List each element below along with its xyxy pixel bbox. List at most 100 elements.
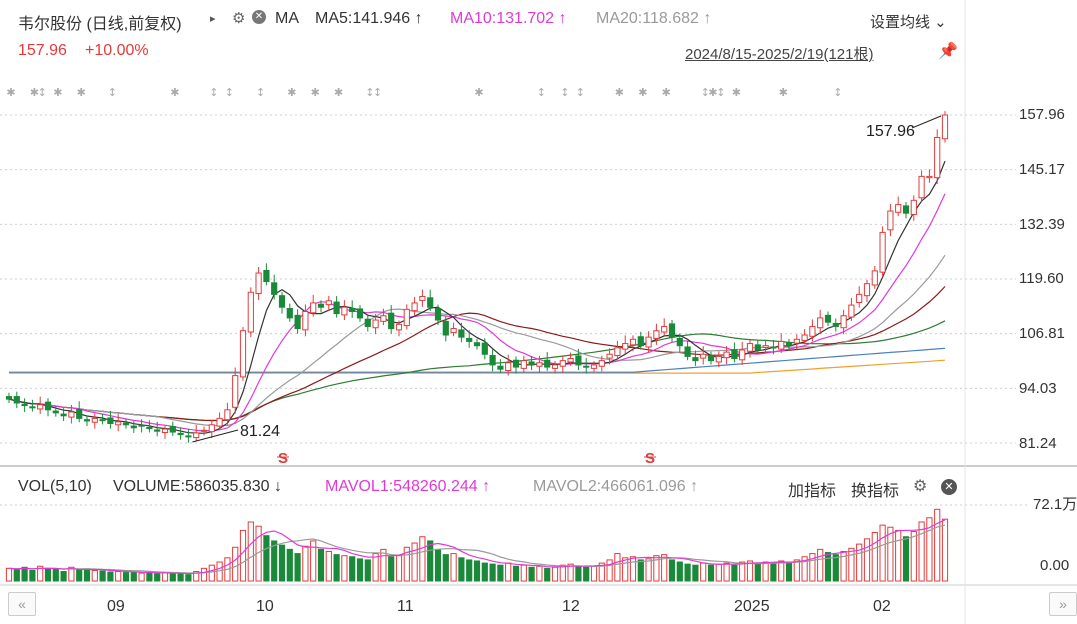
volume-bar — [895, 529, 902, 582]
volume-value: VOLUME:586035.830 ↓ — [113, 478, 282, 495]
gear-icon[interactable]: ⚙ — [232, 10, 246, 27]
volume-bar — [239, 529, 247, 582]
candle-body — [52, 410, 59, 414]
volume-bar — [544, 567, 551, 582]
volume-bar — [68, 566, 75, 582]
candle-body — [263, 269, 270, 283]
event-marker-icon: ↕ — [256, 86, 265, 99]
volume-bar — [536, 565, 543, 582]
candle-body — [372, 319, 379, 329]
expand-arrow-icon[interactable]: ▸ — [210, 13, 216, 25]
candle-body — [505, 362, 512, 371]
volume-bar — [317, 548, 325, 582]
volume-gear-icon[interactable]: ⚙ — [913, 478, 928, 495]
close-icon[interactable]: ✕ — [252, 10, 266, 24]
volume-bar — [528, 566, 535, 582]
volume-bar — [247, 521, 254, 582]
candle-body — [60, 413, 67, 417]
date-range[interactable]: 2024/8/15-2025/2/19(121根) — [685, 46, 874, 63]
candle-body — [536, 362, 543, 367]
volume-bar — [801, 556, 808, 582]
volume-bar — [21, 566, 28, 582]
volume-bar — [629, 556, 637, 582]
event-marker-icon: ↕ — [373, 86, 382, 99]
candle-body — [395, 323, 403, 331]
volume-bar — [497, 564, 504, 582]
candle-body — [364, 318, 371, 327]
candle-body — [255, 272, 262, 295]
event-marker-icon: ✱ — [6, 86, 15, 99]
volume-axis-zero: 0.00 — [1040, 557, 1070, 574]
volume-bar — [856, 543, 863, 582]
candle-body — [161, 428, 169, 433]
volume-bar — [91, 569, 98, 582]
volume-bar — [434, 548, 442, 582]
ma250-line — [9, 359, 946, 374]
candle-body — [754, 344, 761, 351]
candle-body — [224, 409, 231, 421]
candle-body — [29, 406, 36, 409]
candle-body — [590, 364, 598, 369]
candle-body — [629, 338, 637, 346]
volume-bar — [887, 526, 894, 582]
volume-bar — [676, 561, 683, 582]
candle-body — [349, 307, 356, 312]
candle-body — [99, 419, 106, 422]
candle-body — [863, 283, 871, 297]
ma-settings-button[interactable]: 设置均线 ⌄ — [870, 14, 947, 31]
volume-bar — [926, 517, 933, 582]
candle-body — [653, 330, 660, 339]
candle-body — [583, 365, 590, 368]
volume-bar — [333, 554, 340, 582]
x-tick-label: 11 — [397, 598, 414, 615]
volume-bar — [871, 532, 878, 582]
scroll-right-button[interactable]: » — [1049, 592, 1077, 616]
candle-body — [934, 136, 941, 179]
y-tick-label: 106.81 — [1019, 325, 1065, 342]
volume-bar — [419, 536, 426, 582]
pin-icon[interactable]: 📌 — [938, 43, 958, 60]
candle-body — [193, 432, 200, 439]
add-indicator-button[interactable]: 加指标 — [788, 483, 837, 500]
candle-body — [661, 325, 668, 333]
volume-bar — [809, 553, 816, 582]
candle-body — [434, 307, 442, 321]
candle-body — [559, 360, 566, 367]
volume-bar — [505, 562, 512, 582]
candle-body — [895, 204, 902, 213]
volume-bar — [302, 545, 309, 582]
volume-bar — [637, 559, 644, 582]
volume-close-icon[interactable]: ✕ — [941, 479, 957, 495]
ma5-line — [8, 160, 946, 434]
candle-body — [645, 336, 652, 348]
mavol1-value: MAVOL1:548260.244 ↑ — [325, 478, 491, 495]
volume-bar — [99, 570, 106, 582]
switch-indicator-button[interactable]: 换指标 — [851, 483, 900, 500]
y-tick-label: 94.03 — [1019, 380, 1057, 397]
candle-body — [544, 359, 551, 368]
candle-body — [138, 424, 145, 427]
candle-body — [902, 205, 910, 214]
event-marker-icon: ↕ — [38, 86, 47, 99]
candle-body — [622, 343, 629, 350]
candle-body — [294, 314, 301, 330]
candle-body — [341, 306, 348, 316]
candle-body — [481, 342, 488, 355]
volume-bar — [715, 563, 722, 582]
candle-body — [76, 408, 83, 419]
volume-bar — [622, 557, 629, 582]
event-marker-icon: ↕ — [537, 86, 546, 99]
candle-body — [466, 337, 473, 342]
scroll-left-button[interactable]: « — [8, 592, 36, 616]
volume-bar — [941, 518, 949, 582]
volume-bar — [411, 542, 418, 582]
volume-bar — [661, 554, 668, 582]
event-marker-icon: ✱ — [53, 86, 62, 99]
sell-signal-marker: S — [645, 450, 655, 467]
candle-body — [177, 432, 184, 436]
volume-bar — [372, 553, 379, 582]
volume-bar — [130, 571, 137, 582]
volume-bar — [512, 565, 520, 582]
ma-label: MA — [275, 10, 299, 27]
